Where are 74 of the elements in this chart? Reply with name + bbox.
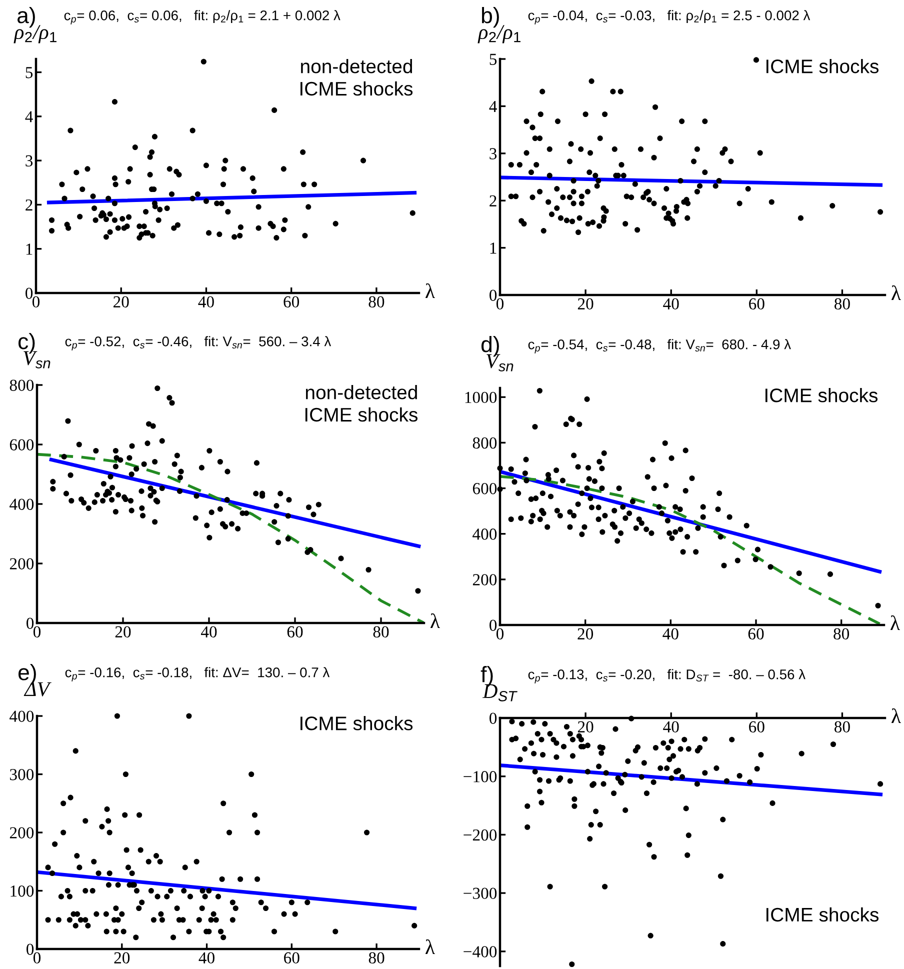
y-tick-label: 600 [10, 439, 34, 450]
annotation: ICME shocks [766, 907, 879, 922]
x-tick-label: 20 [578, 298, 594, 310]
x-tick-label: 80 [834, 298, 850, 310]
x-tick-label: 20 [578, 628, 594, 640]
y-tick-label: 0 [490, 712, 497, 724]
y-tick-label: 4 [489, 101, 497, 112]
x-tick-label: 80 [834, 628, 850, 640]
y-tick-label: −100 [464, 771, 497, 782]
x-tick-label: 40 [663, 298, 679, 310]
annotation: ICME shocks [766, 59, 879, 74]
x-tick-label: 40 [663, 721, 679, 733]
y-tick-label: 0 [26, 944, 34, 955]
x-tick-label: 20 [578, 721, 594, 733]
x-axis-title: λ [892, 285, 901, 300]
y-tick-label: 5 [490, 54, 497, 65]
y-tick-label: 200 [10, 558, 34, 570]
x-tick-label: 80 [368, 952, 384, 964]
x-tick-label: 60 [749, 298, 764, 310]
chart-subtitle: c$_{p}$= -0.13, c$_{s}$= -0.20, fit: D$_{ST}$ = -80. – 0.56 λ [528, 669, 806, 684]
x-tick-label: 20 [114, 952, 130, 964]
x-axis-title: λ [426, 939, 435, 954]
line-series [500, 475, 882, 625]
x-axis-title: λ [892, 708, 901, 724]
y-tick-label: 5 [26, 67, 33, 78]
chart-subtitle: c$_{p}$= -0.52, c$_{s}$= -0.46, fit: V$_{sn}$= 560. – 3.4 λ [65, 336, 332, 350]
y-tick-label: 600 [472, 482, 497, 494]
y-tick-label: 400 [10, 498, 34, 510]
y-tick-label: 0 [26, 618, 34, 629]
x-tick-label: 60 [287, 626, 303, 638]
y-tick-label: 800 [10, 380, 34, 391]
annotation: non-detected ICME shocks [305, 385, 418, 422]
x-tick-label: 20 [114, 296, 129, 308]
y-tick-label: 2 [490, 195, 496, 206]
y-tick-label: −300 [464, 888, 497, 900]
text: c$_{p}$= 0.06, c$_{s}$= 0.06, fit: ρ$_{2}$/ρ$_{1}$ = 2.1 + 0.002 λ [64, 10, 340, 24]
annotation: non-detected ICME shocks [300, 59, 413, 96]
y-tick-label: 300 [10, 768, 34, 780]
y-tick-label: 1 [490, 242, 496, 254]
y-tick-label: 3 [490, 148, 497, 160]
y-tick-label: −400 [464, 946, 497, 958]
y-tick-label: 1000 [465, 392, 497, 404]
x-tick-label: 80 [834, 721, 850, 733]
y-tick-label: −200 [464, 829, 497, 841]
x-axis-title: λ [430, 613, 440, 628]
y-tick-label: 3 [26, 155, 33, 166]
y-tick-label: 0 [26, 288, 33, 299]
y-tick-label: 1 [26, 244, 32, 255]
chart-subtitle: c$_{p}$= -0.54, c$_{s}$= -0.48, fit: V$_{sn}$= 680. - 4.9 λ [528, 339, 791, 354]
y-tick-label: 4 [25, 111, 33, 122]
x-tick-label: 80 [368, 296, 384, 308]
y-tick-label: 200 [472, 574, 497, 586]
annotation: ICME shocks [766, 388, 878, 402]
x-tick-label: 40 [662, 628, 678, 640]
x-axis-title: λ [426, 283, 435, 298]
chart-subtitle: c$_{p}$= -0.16, c$_{s}$= -0.18, fit: ΔV= 130. – 0.7 λ [65, 667, 330, 682]
y-tick-label: 2 [26, 199, 32, 210]
y-tick-label: 400 [10, 710, 34, 722]
annotation: ICME shocks [300, 716, 413, 730]
x-axis-title: λ [890, 615, 900, 630]
y-tick-label: 400 [472, 528, 497, 540]
y-tick-label: 100 [10, 885, 34, 897]
x-tick-label: 40 [198, 296, 214, 308]
y-tick-label: 200 [10, 827, 34, 838]
text: c$_{p}$= -0.04, c$_{s}$= -0.03, fit: ρ$_{2}$/ρ$_{1}$ = 2.5 - 0.002 λ [528, 10, 810, 24]
x-tick-label: 60 [748, 628, 764, 640]
y-tick-label: 800 [472, 437, 497, 449]
x-tick-label: 60 [284, 296, 300, 308]
x-tick-label: 60 [749, 721, 764, 733]
x-tick-label: 80 [373, 626, 389, 638]
x-tick-label: 40 [200, 626, 217, 638]
x-tick-label: 60 [284, 952, 300, 964]
x-tick-label: 40 [198, 952, 214, 964]
x-tick-label: 20 [115, 626, 131, 638]
